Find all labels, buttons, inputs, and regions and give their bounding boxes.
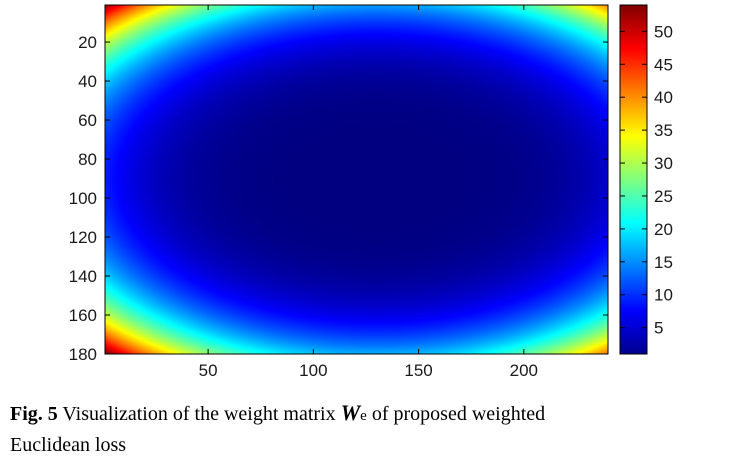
colorbar-tick-label: 10 [654,286,673,305]
caption-subscript: e [360,408,367,424]
y-tick-label: 120 [69,228,97,247]
colorbar-tick-label: 20 [654,220,673,239]
colorbar-bar [619,4,648,355]
plot-frame [104,4,609,355]
colorbar-tick-label: 30 [654,154,673,173]
y-tick-label: 140 [69,267,97,286]
colorbar-tick-label: 35 [654,121,673,140]
colorbar-tick-label: 25 [654,187,673,206]
heatmap-chart: 50 100 150 200 20 40 60 80 100 120 140 160 180 5 10 1… [69,4,673,380]
x-tick-label: 100 [299,361,327,380]
x-tick-label: 200 [510,361,538,380]
y-tick-label: 20 [78,33,97,52]
colorbar-tick-label: 5 [654,319,663,338]
caption-symbol: W [340,400,361,425]
y-tick-label: 40 [78,72,97,91]
colorbar-axis: 5 10 15 20 25 30 35 40 45 50 [620,22,673,338]
plot-area [104,4,609,355]
caption-line2: Euclidean loss [10,434,127,456]
colorbar-tick-label: 45 [654,55,673,74]
x-tick-label: 150 [404,361,432,380]
y-tick-label: 160 [69,306,97,325]
caption-text-before: Visualization of the weight matrix [62,403,336,425]
y-tick-label: 60 [78,111,97,130]
figure-caption: Fig. 5 Visualization of the weight matri… [10,398,736,460]
colorbar-tick-label: 40 [654,88,673,107]
x-tick-label: 50 [199,361,218,380]
heatmap-image [105,5,608,354]
y-tick-label: 80 [78,150,97,169]
y-tick-label: 180 [69,345,97,364]
caption-text-after: of proposed weighted [371,403,546,425]
y-axis: 20 40 60 80 100 120 140 160 180 [69,33,608,364]
colorbar [619,4,648,355]
colorbar-tick-label: 50 [654,22,673,41]
y-tick-label: 100 [69,189,97,208]
x-axis: 50 100 150 200 [199,5,538,380]
colorbar-tick-label: 15 [654,253,673,272]
caption-label: Fig. 5 [10,403,58,425]
